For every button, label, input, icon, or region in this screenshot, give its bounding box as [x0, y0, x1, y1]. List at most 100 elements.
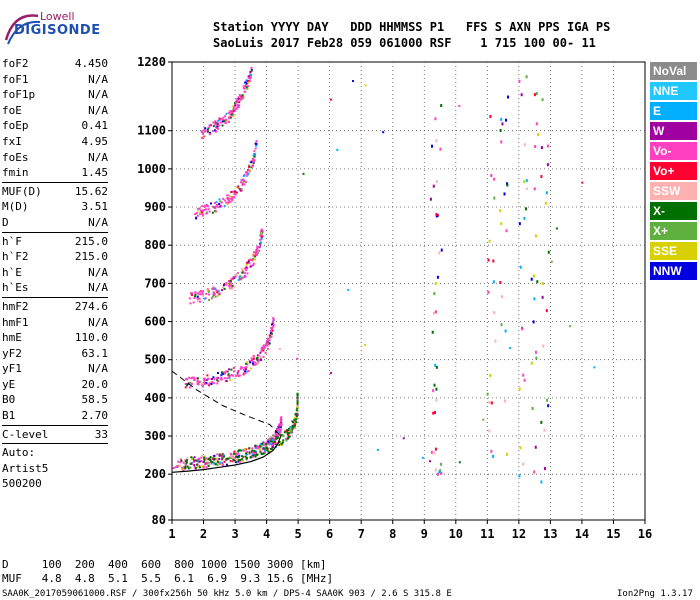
echo-point [433, 292, 436, 296]
echo-point [242, 373, 245, 376]
echo-point [434, 447, 437, 451]
echo-point [232, 374, 235, 377]
echo-point [263, 346, 266, 349]
echo-point [543, 428, 546, 432]
echo-point [233, 450, 236, 453]
echo-point [523, 378, 526, 382]
logo-line2: DIGISONDE [14, 23, 101, 38]
echo-point [287, 433, 290, 436]
echo-point [230, 281, 233, 284]
param-row: foF1p N/A [2, 87, 108, 103]
echo-point [271, 444, 274, 447]
echo-point [251, 455, 254, 458]
echo-point [177, 460, 180, 463]
echo-point [217, 380, 220, 383]
x-tick-label: 12 [512, 527, 526, 541]
echo-point [275, 436, 278, 439]
param-value: 20.0 [81, 377, 109, 391]
echo-point [222, 464, 225, 467]
echo-point [296, 403, 299, 406]
echo-point [243, 90, 246, 93]
echo-point [278, 428, 281, 431]
echo-point [518, 387, 521, 391]
echo-point [182, 469, 185, 472]
echo-point [286, 428, 289, 431]
echo-point [440, 104, 443, 108]
echo-point [436, 275, 439, 279]
echo-point [438, 470, 441, 474]
echo-point [234, 101, 237, 104]
echo-point [252, 157, 255, 160]
echo-point [534, 350, 537, 354]
echo-point [238, 101, 241, 104]
echo-point [250, 367, 253, 370]
echo-point [241, 97, 244, 100]
echo-point [281, 441, 284, 444]
echo-point [215, 377, 218, 380]
echo-point [435, 365, 438, 369]
echo-point [522, 373, 525, 377]
echo-point [230, 283, 233, 286]
x-tick-label: 10 [449, 527, 463, 541]
echo-point [541, 295, 544, 299]
echo-point [231, 196, 234, 199]
echo-point [203, 208, 206, 211]
echo-point [240, 97, 243, 100]
echo-point [347, 288, 350, 291]
logo-swoosh-icon [4, 14, 41, 45]
echo-point [231, 284, 234, 287]
echo-point [296, 396, 299, 399]
echo-point [228, 375, 231, 378]
param-label: yF1 [2, 362, 22, 376]
echo-point [488, 239, 491, 243]
echo-point [213, 202, 216, 205]
echo-point [489, 115, 492, 119]
echo-point [222, 197, 225, 200]
echo-point [433, 383, 436, 387]
echo-point [291, 426, 294, 429]
echo-point [260, 231, 263, 234]
x-tick-label: 2 [200, 527, 207, 541]
y-tick-label: 80 [152, 513, 166, 527]
echo-point [534, 145, 537, 149]
echo-point [488, 400, 491, 404]
param-label: foF1 [2, 72, 29, 86]
echo-point [213, 454, 216, 457]
echo-point [205, 292, 208, 295]
echo-point [216, 382, 219, 385]
echo-point [215, 130, 218, 133]
echo-point [482, 418, 485, 421]
param-label: h`F [2, 234, 22, 248]
echo-point [236, 373, 239, 376]
echo-point [252, 362, 255, 365]
echo-point [220, 454, 223, 457]
param-value: N/A [88, 281, 108, 295]
param-label: hmF1 [2, 315, 29, 329]
echo-point [219, 205, 222, 208]
echo-point [245, 174, 248, 177]
echo-point [531, 406, 534, 410]
param-label: hmF2 [2, 299, 29, 313]
echo-point [206, 458, 209, 461]
echo-point [188, 386, 191, 389]
echo-point [259, 351, 262, 354]
echo-point [259, 357, 262, 360]
echo-point [186, 465, 189, 468]
echo-point [487, 290, 490, 294]
echo-point [218, 453, 221, 456]
echo-point [290, 431, 293, 434]
echo-point [272, 324, 275, 327]
echo-point [536, 133, 539, 137]
echo-point [429, 460, 432, 463]
echo-point [238, 104, 241, 107]
echo-point [525, 179, 528, 183]
echo-point [228, 285, 231, 288]
echo-point [202, 460, 205, 463]
echo-point [276, 432, 279, 435]
echo-point [184, 386, 187, 389]
param-label: hmE [2, 331, 22, 345]
echo-point [252, 164, 255, 167]
echo-point [243, 366, 246, 369]
legend-item: NoVal [650, 62, 697, 80]
echo-point [233, 452, 236, 455]
